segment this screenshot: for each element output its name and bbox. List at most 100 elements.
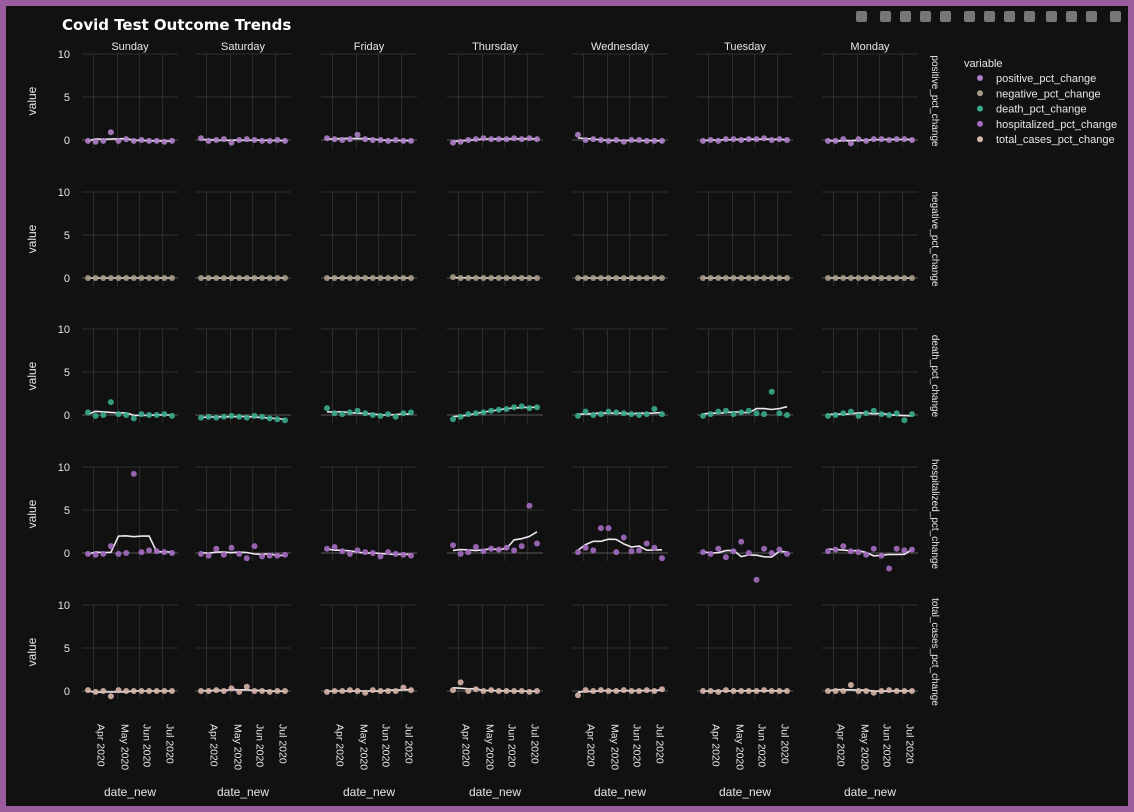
data-point (324, 688, 330, 695)
zoom-out-icon[interactable] (984, 11, 995, 22)
x-tick-label: Jul 2020 (529, 724, 541, 764)
camera-icon[interactable] (856, 11, 867, 22)
data-point (511, 688, 518, 694)
facet-row-title: death_pct_change (929, 335, 940, 418)
data-point (331, 275, 338, 281)
data-point (840, 688, 847, 694)
facet-row-title: total_cases_pct_change (929, 598, 940, 706)
x-tick-label: Jun 2020 (254, 724, 266, 767)
zoom-icon[interactable] (880, 11, 891, 22)
data-point (408, 275, 414, 281)
facet-panel (822, 53, 918, 148)
data-point (408, 687, 414, 694)
data-point (503, 544, 510, 551)
data-point (400, 551, 407, 558)
data-point (243, 136, 250, 143)
y-axis-label: value (25, 224, 39, 253)
data-point (354, 688, 361, 694)
data-point (354, 407, 361, 414)
data-point (153, 275, 160, 281)
data-point (369, 275, 376, 281)
data-point (220, 136, 227, 143)
data-point (495, 688, 502, 694)
trendline (452, 531, 538, 552)
data-point (526, 502, 533, 509)
data-point (331, 688, 338, 694)
data-point (266, 552, 273, 559)
data-point (266, 275, 273, 281)
data-point (123, 688, 130, 694)
box-select-icon[interactable] (920, 11, 931, 22)
data-point (346, 550, 353, 557)
data-point (339, 137, 346, 143)
data-point (282, 551, 288, 558)
data-point (636, 275, 643, 281)
plotly-logo-icon[interactable] (1110, 11, 1121, 22)
data-point (870, 136, 877, 143)
facet-panel (82, 53, 178, 148)
autoscale-icon[interactable] (1004, 11, 1015, 22)
data-point (472, 410, 479, 417)
home-icon[interactable] (1024, 11, 1035, 22)
data-point (909, 411, 915, 418)
data-point (339, 275, 346, 281)
trendline (827, 548, 913, 557)
data-point (228, 544, 235, 551)
facet-grid: Sunday Saturday Friday Thursday Wednesday Tue… (25, 41, 940, 799)
data-point (534, 136, 540, 143)
data-point (243, 414, 250, 421)
data-point (243, 683, 250, 690)
data-point (457, 550, 464, 557)
lasso-icon[interactable] (940, 11, 951, 22)
data-point (107, 129, 114, 136)
data-point (100, 550, 107, 557)
data-point (472, 544, 479, 550)
data-point (251, 275, 258, 281)
data-point (901, 547, 908, 554)
data-point (107, 275, 114, 281)
data-point (745, 275, 752, 281)
data-point (85, 409, 91, 416)
data-point (161, 688, 168, 694)
data-point (228, 139, 235, 146)
zoom-in-icon-shape (964, 11, 975, 22)
facet-panel (447, 191, 543, 286)
hover-compare-icon[interactable] (1086, 11, 1097, 22)
data-point (408, 137, 414, 144)
y-tick-label: 5 (64, 367, 70, 379)
data-point (274, 137, 281, 143)
data-point (220, 688, 227, 694)
data-point (745, 136, 752, 143)
data-point (534, 275, 540, 281)
x-tick-label: Apr 2020 (334, 724, 346, 767)
data-point (408, 409, 414, 416)
data-point (213, 275, 220, 281)
data-point (228, 685, 235, 692)
data-point (745, 407, 752, 414)
data-point (138, 137, 145, 143)
data-point (385, 688, 392, 694)
data-point (700, 137, 706, 144)
facet-row-title: positive_pct_change (929, 55, 940, 147)
hover-closest-icon[interactable] (1066, 11, 1077, 22)
data-point (266, 688, 273, 695)
pan-icon[interactable] (900, 11, 911, 22)
data-point (730, 688, 737, 694)
data-point (707, 550, 714, 557)
facet-row-title: hospitalized_pct_change (929, 459, 940, 570)
data-point (855, 688, 862, 694)
data-point (605, 688, 612, 694)
data-point (450, 687, 456, 694)
x-axis-label: date_new (469, 785, 521, 799)
data-point (369, 550, 376, 556)
data-point (392, 275, 399, 281)
zoom-in-icon[interactable] (964, 11, 975, 22)
spike-lines-icon[interactable] (1046, 11, 1057, 22)
data-point (220, 551, 227, 558)
facet-panel (822, 466, 918, 572)
data-point (700, 688, 706, 694)
data-point (346, 275, 353, 281)
data-point (400, 275, 407, 281)
facet-column-title: Friday (354, 41, 385, 53)
data-point (503, 136, 510, 143)
